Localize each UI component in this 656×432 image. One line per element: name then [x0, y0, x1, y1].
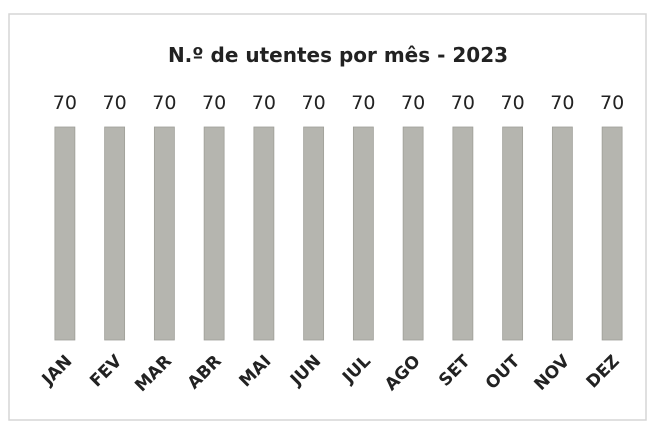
bar	[402, 126, 424, 341]
bar	[303, 126, 325, 341]
chart-title: N.º de utentes por mês - 2023	[168, 43, 508, 67]
value-label: 70	[53, 92, 77, 114]
value-label: 70	[103, 92, 127, 114]
value-label: 70	[451, 92, 475, 114]
bar	[352, 126, 374, 341]
value-label: 70	[202, 92, 226, 114]
bar	[601, 126, 623, 341]
bar	[551, 126, 573, 341]
value-label: 70	[501, 92, 525, 114]
bar	[104, 126, 126, 341]
bar	[153, 126, 175, 341]
value-label: 70	[401, 92, 425, 114]
value-label: 70	[600, 92, 624, 114]
value-label: 70	[252, 92, 276, 114]
bar	[502, 126, 524, 341]
bar	[452, 126, 474, 341]
value-label: 70	[550, 92, 574, 114]
value-label: 70	[302, 92, 326, 114]
value-label: 70	[152, 92, 176, 114]
bar	[54, 126, 76, 341]
bar	[203, 126, 225, 341]
bar	[253, 126, 275, 341]
value-label: 70	[351, 92, 375, 114]
